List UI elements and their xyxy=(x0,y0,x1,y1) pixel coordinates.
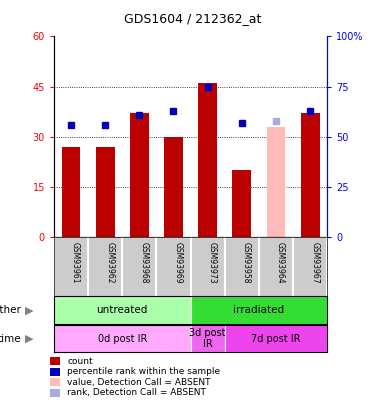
Text: GSM93969: GSM93969 xyxy=(174,242,182,283)
Text: 7d post IR: 7d post IR xyxy=(251,334,301,343)
Text: GDS1604 / 212362_at: GDS1604 / 212362_at xyxy=(124,12,261,25)
Bar xyxy=(130,113,149,237)
Text: percentile rank within the sample: percentile rank within the sample xyxy=(67,367,221,376)
Text: count: count xyxy=(67,357,93,366)
Text: GSM93967: GSM93967 xyxy=(310,242,319,283)
Text: time: time xyxy=(0,334,21,343)
Text: 0d post IR: 0d post IR xyxy=(97,334,147,343)
Text: GSM93962: GSM93962 xyxy=(105,242,114,283)
Text: irradiated: irradiated xyxy=(233,305,285,315)
Bar xyxy=(266,127,285,237)
Text: rank, Detection Call = ABSENT: rank, Detection Call = ABSENT xyxy=(67,388,206,397)
Text: value, Detection Call = ABSENT: value, Detection Call = ABSENT xyxy=(67,378,211,387)
Bar xyxy=(54,296,191,324)
Text: GSM93961: GSM93961 xyxy=(71,242,80,283)
Bar xyxy=(225,325,327,352)
Text: GSM93973: GSM93973 xyxy=(208,242,217,283)
Text: GSM93968: GSM93968 xyxy=(139,242,148,283)
Bar xyxy=(198,83,217,237)
Text: GSM93958: GSM93958 xyxy=(242,242,251,283)
Bar xyxy=(54,325,191,352)
Text: 3d post
IR: 3d post IR xyxy=(189,328,226,350)
Text: ▶: ▶ xyxy=(25,334,33,343)
Text: GSM93964: GSM93964 xyxy=(276,242,285,283)
Text: ▶: ▶ xyxy=(25,305,33,315)
Bar xyxy=(62,147,80,237)
Bar xyxy=(301,113,320,237)
Text: untreated: untreated xyxy=(97,305,148,315)
Bar xyxy=(233,170,251,237)
Bar xyxy=(96,147,115,237)
Text: other: other xyxy=(0,305,21,315)
Bar xyxy=(164,137,183,237)
Bar xyxy=(191,325,225,352)
Bar xyxy=(191,296,327,324)
